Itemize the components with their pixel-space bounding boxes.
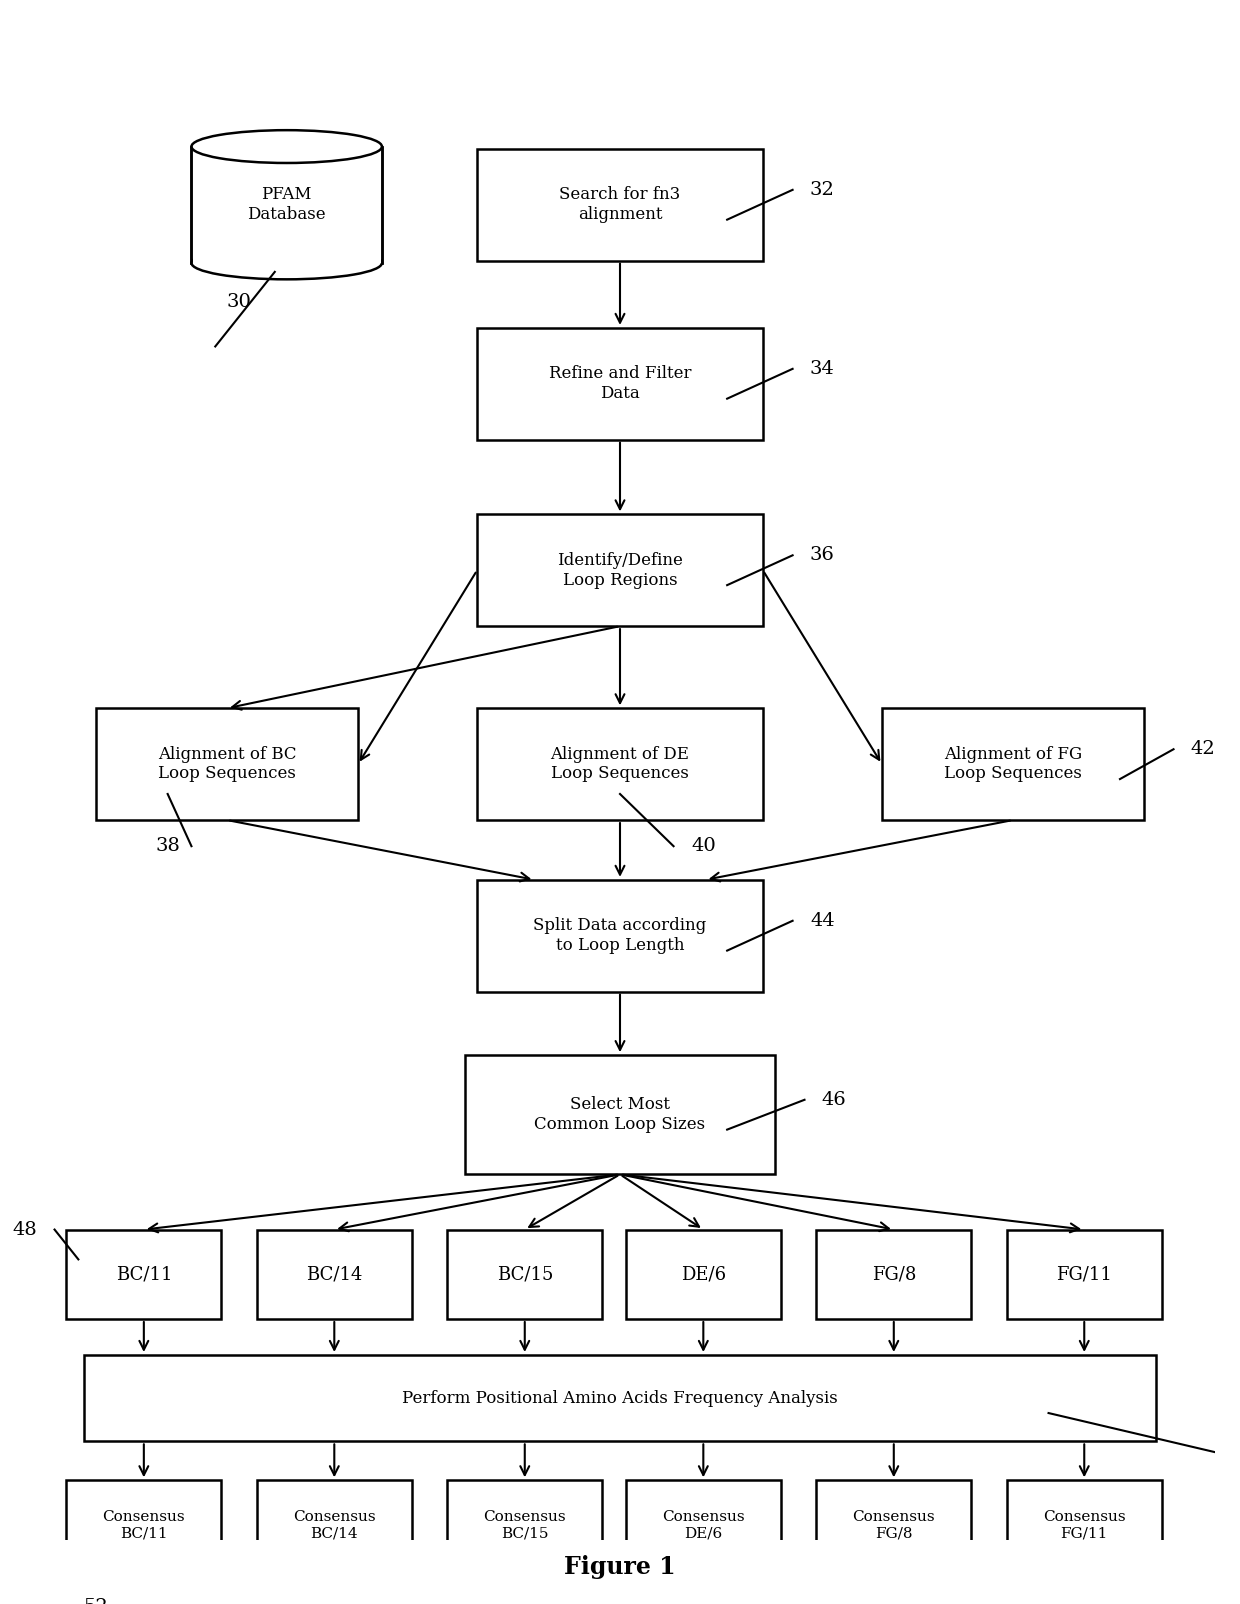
Bar xyxy=(477,149,763,261)
Text: Alignment of FG
Loop Sequences: Alignment of FG Loop Sequences xyxy=(944,746,1081,783)
Bar xyxy=(192,146,381,263)
Bar xyxy=(257,1230,412,1318)
Text: DE/6: DE/6 xyxy=(681,1266,725,1283)
Bar xyxy=(477,879,763,991)
Bar xyxy=(477,709,763,820)
Ellipse shape xyxy=(191,130,382,164)
Text: PFAM
Database: PFAM Database xyxy=(247,186,326,223)
Text: Consensus
BC/14: Consensus BC/14 xyxy=(293,1509,376,1540)
Bar xyxy=(626,1230,781,1318)
Bar xyxy=(816,1230,971,1318)
Text: FG/8: FG/8 xyxy=(872,1266,916,1283)
Text: 46: 46 xyxy=(822,1091,847,1108)
Text: Select Most
Common Loop Sizes: Select Most Common Loop Sizes xyxy=(534,1097,706,1132)
Bar xyxy=(84,1355,1156,1442)
Text: Split Data according
to Loop Length: Split Data according to Loop Length xyxy=(533,917,707,954)
Text: Perform Positional Amino Acids Frequency Analysis: Perform Positional Amino Acids Frequency… xyxy=(402,1389,838,1407)
Text: BC/14: BC/14 xyxy=(306,1266,362,1283)
Ellipse shape xyxy=(191,247,382,279)
Text: 44: 44 xyxy=(810,911,835,930)
Bar xyxy=(816,1480,971,1570)
Text: Identify/Define
Loop Regions: Identify/Define Loop Regions xyxy=(557,552,683,589)
Text: 32: 32 xyxy=(810,181,835,199)
Bar xyxy=(477,327,763,439)
Text: Consensus
FG/8: Consensus FG/8 xyxy=(852,1509,935,1540)
Text: Consensus
DE/6: Consensus DE/6 xyxy=(662,1509,745,1540)
Bar xyxy=(477,515,763,626)
Text: 38: 38 xyxy=(155,837,180,855)
Text: 52: 52 xyxy=(84,1598,109,1604)
Bar xyxy=(448,1230,603,1318)
Bar xyxy=(626,1480,781,1570)
Bar xyxy=(97,709,358,820)
Bar xyxy=(465,1055,775,1174)
Bar xyxy=(448,1480,603,1570)
Text: Refine and Filter
Data: Refine and Filter Data xyxy=(549,366,691,403)
Text: BC/15: BC/15 xyxy=(496,1266,553,1283)
Text: 42: 42 xyxy=(1190,739,1215,759)
Text: 48: 48 xyxy=(12,1221,37,1238)
Text: 36: 36 xyxy=(810,547,835,565)
Text: Consensus
BC/15: Consensus BC/15 xyxy=(484,1509,567,1540)
Bar xyxy=(191,146,382,263)
Text: Alignment of BC
Loop Sequences: Alignment of BC Loop Sequences xyxy=(157,746,296,783)
Text: Alignment of DE
Loop Sequences: Alignment of DE Loop Sequences xyxy=(551,746,689,783)
Text: BC/11: BC/11 xyxy=(115,1266,172,1283)
Text: Consensus
BC/11: Consensus BC/11 xyxy=(103,1509,185,1540)
Bar xyxy=(1007,1230,1162,1318)
Text: 34: 34 xyxy=(810,359,835,379)
Text: Consensus
FG/11: Consensus FG/11 xyxy=(1043,1509,1126,1540)
Bar xyxy=(67,1480,221,1570)
Bar xyxy=(67,1230,221,1318)
Bar xyxy=(257,1480,412,1570)
Text: Figure 1: Figure 1 xyxy=(564,1554,676,1578)
Text: 40: 40 xyxy=(691,837,715,855)
Bar xyxy=(882,709,1143,820)
Bar xyxy=(1007,1480,1162,1570)
Text: FG/11: FG/11 xyxy=(1056,1266,1112,1283)
Text: 30: 30 xyxy=(227,292,252,311)
Text: Search for fn3
alignment: Search for fn3 alignment xyxy=(559,186,681,223)
